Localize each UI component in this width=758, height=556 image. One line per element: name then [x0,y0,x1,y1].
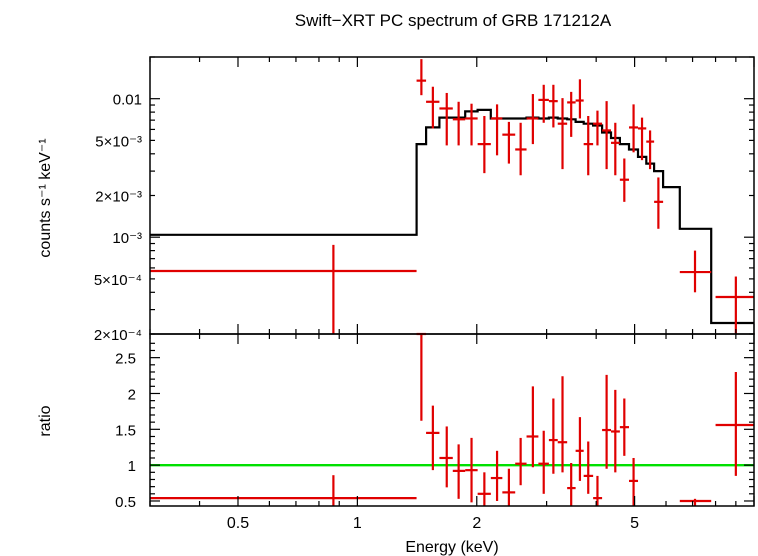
ratio-point-3 [439,426,453,488]
y-tick-label: 2.5 [115,351,136,368]
ratio-point-20 [619,398,630,456]
spectrum-point-4 [452,101,466,146]
ratio-point-6 [477,472,491,506]
ratio-point-12 [548,398,558,474]
ratio-point-11 [538,430,549,494]
spectrum-point-23 [646,130,655,170]
y-tick-label: 2×10⁻³ [95,189,142,206]
model-step-line [150,108,754,325]
ratio-point-21 [629,457,639,506]
spectrum-point-14 [567,91,576,137]
ratio-point-8 [502,468,516,506]
spectrum-ylabel: counts s⁻¹ keV⁻¹ [37,138,54,257]
spectrum-point-20 [619,158,630,202]
spectrum-panel: 0.01 5×10⁻³ 2×10⁻³ 10⁻³ 5×10⁻⁴ 2×10⁻⁴ counts … [37,56,755,344]
spectrum-point-5 [465,103,478,146]
ratio-panel: 0.5 1 2 5 0.5 1 1.5 2 2.5 ratio Energy (keV) [37,332,755,556]
spectrum-point-2 [426,86,440,129]
spectrum-point-24 [654,177,664,229]
ratio-point-15 [575,417,584,481]
y-tick-label: 1.5 [115,422,136,439]
spectrum-point-22 [638,117,647,161]
x-axis-label: Energy (keV) [405,539,498,556]
ratio-point-9 [515,437,527,486]
ratio-frame [149,333,755,507]
spectrum-point-13 [557,98,568,170]
ratio-point-0 [150,475,417,506]
spectrum-point-10 [526,94,539,145]
spectrum-point-26 [715,276,754,334]
ratio-point-17 [593,475,603,506]
ratio-ylabel: ratio [37,405,54,436]
spectrum-point-12 [548,84,558,128]
spectrum-point-3 [439,92,453,146]
spectrum-point-8 [502,121,516,164]
top-axis-ticks: 0.01 5×10⁻³ 2×10⁻³ 10⁻³ 5×10⁻⁴ 2×10⁻⁴ [94,56,755,344]
spectrum-point-1 [416,59,427,96]
spectrum-point-21 [629,104,639,153]
chart-title: Swift−XRT PC spectrum of GRB 171212A [295,11,612,30]
ratio-points [150,332,754,506]
ratio-point-14 [567,463,576,506]
ratio-point-23 [715,371,754,476]
y-tick-label: 2×10⁻⁴ [94,327,142,344]
spectrum-point-16 [583,115,594,176]
x-tick-label: 2 [472,515,481,532]
spectrum-point-11 [538,84,549,123]
spectrum-point-0 [150,244,417,334]
ratio-point-22 [679,498,712,506]
ratio-point-2 [426,405,440,471]
y-tick-label: 5×10⁻³ [95,133,142,150]
spectrum-point-9 [515,122,527,176]
spectrum-point-19 [611,122,620,176]
ratio-point-5 [465,437,478,503]
spectrum-point-7 [490,104,503,156]
y-tick-label: 0.01 [113,92,142,109]
bottom-axis-ticks: 0.5 1 2 5 0.5 1 1.5 2 2.5 [115,334,755,532]
ratio-point-4 [452,444,466,499]
y-tick-label: 5×10⁻⁴ [94,272,142,289]
ratio-point-7 [490,450,503,501]
y-tick-label: 1 [128,458,136,475]
ratio-point-19 [611,389,620,473]
x-tick-label: 1 [353,515,362,532]
x-tick-label: 5 [630,515,639,532]
spectrum-point-17 [593,110,603,146]
spectrum-point-25 [679,250,712,293]
ratio-point-16 [583,441,594,494]
spectrum-point-15 [575,79,584,119]
data-points [150,59,754,334]
model-curve [150,108,754,325]
ratio-point-13 [557,376,568,473]
y-tick-label: 0.5 [115,494,136,511]
spectrum-frame [149,56,755,335]
y-tick-label: 2 [128,386,136,403]
ratio-point-10 [526,386,539,468]
ratio-point-1 [416,332,427,421]
spectrum-point-18 [602,101,612,170]
spectrum-point-6 [477,115,491,174]
x-tick-label: 0.5 [227,515,249,532]
y-tick-label: 10⁻³ [112,230,142,247]
ratio-point-18 [602,374,612,469]
